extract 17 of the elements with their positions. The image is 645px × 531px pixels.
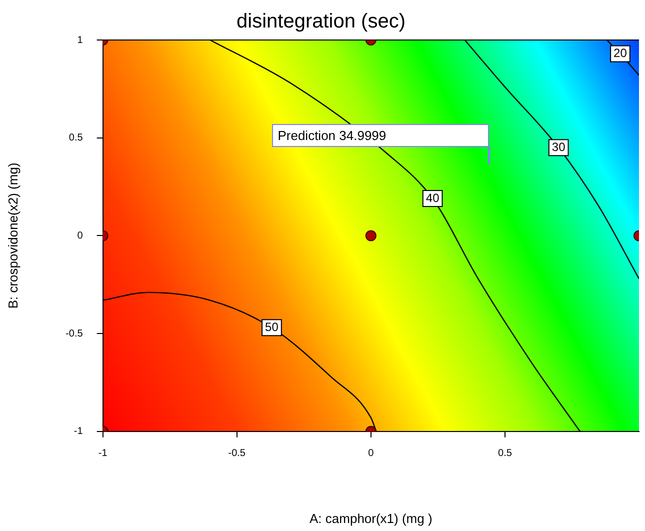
series-label: 50 [265,320,279,334]
x-tick-label: 0 [368,448,374,460]
y-tick-label: 0 [77,230,84,242]
x-tick-label: -1 [98,448,108,460]
series-label: 30 [552,140,566,154]
y-tick-label: 1 [77,34,84,46]
y-tick-label: -0.5 [66,328,84,340]
series-label: 20 [614,46,628,60]
y-tick-label: 0.5 [68,132,84,144]
y-axis-title: B: crospovidone(x2) (mg) [5,162,20,309]
x-axis-title: A: camphor(x1) (mg ) [310,510,432,526]
chart-title: disintegration (sec) [236,10,406,33]
callout-box: Prediction 34.9999 [272,124,489,148]
y-tick-label: -1 [74,426,84,438]
x-tick-label: 0.5 [498,448,512,460]
series-label: 40 [426,190,440,205]
x-tick-label: -0.5 [228,448,246,460]
